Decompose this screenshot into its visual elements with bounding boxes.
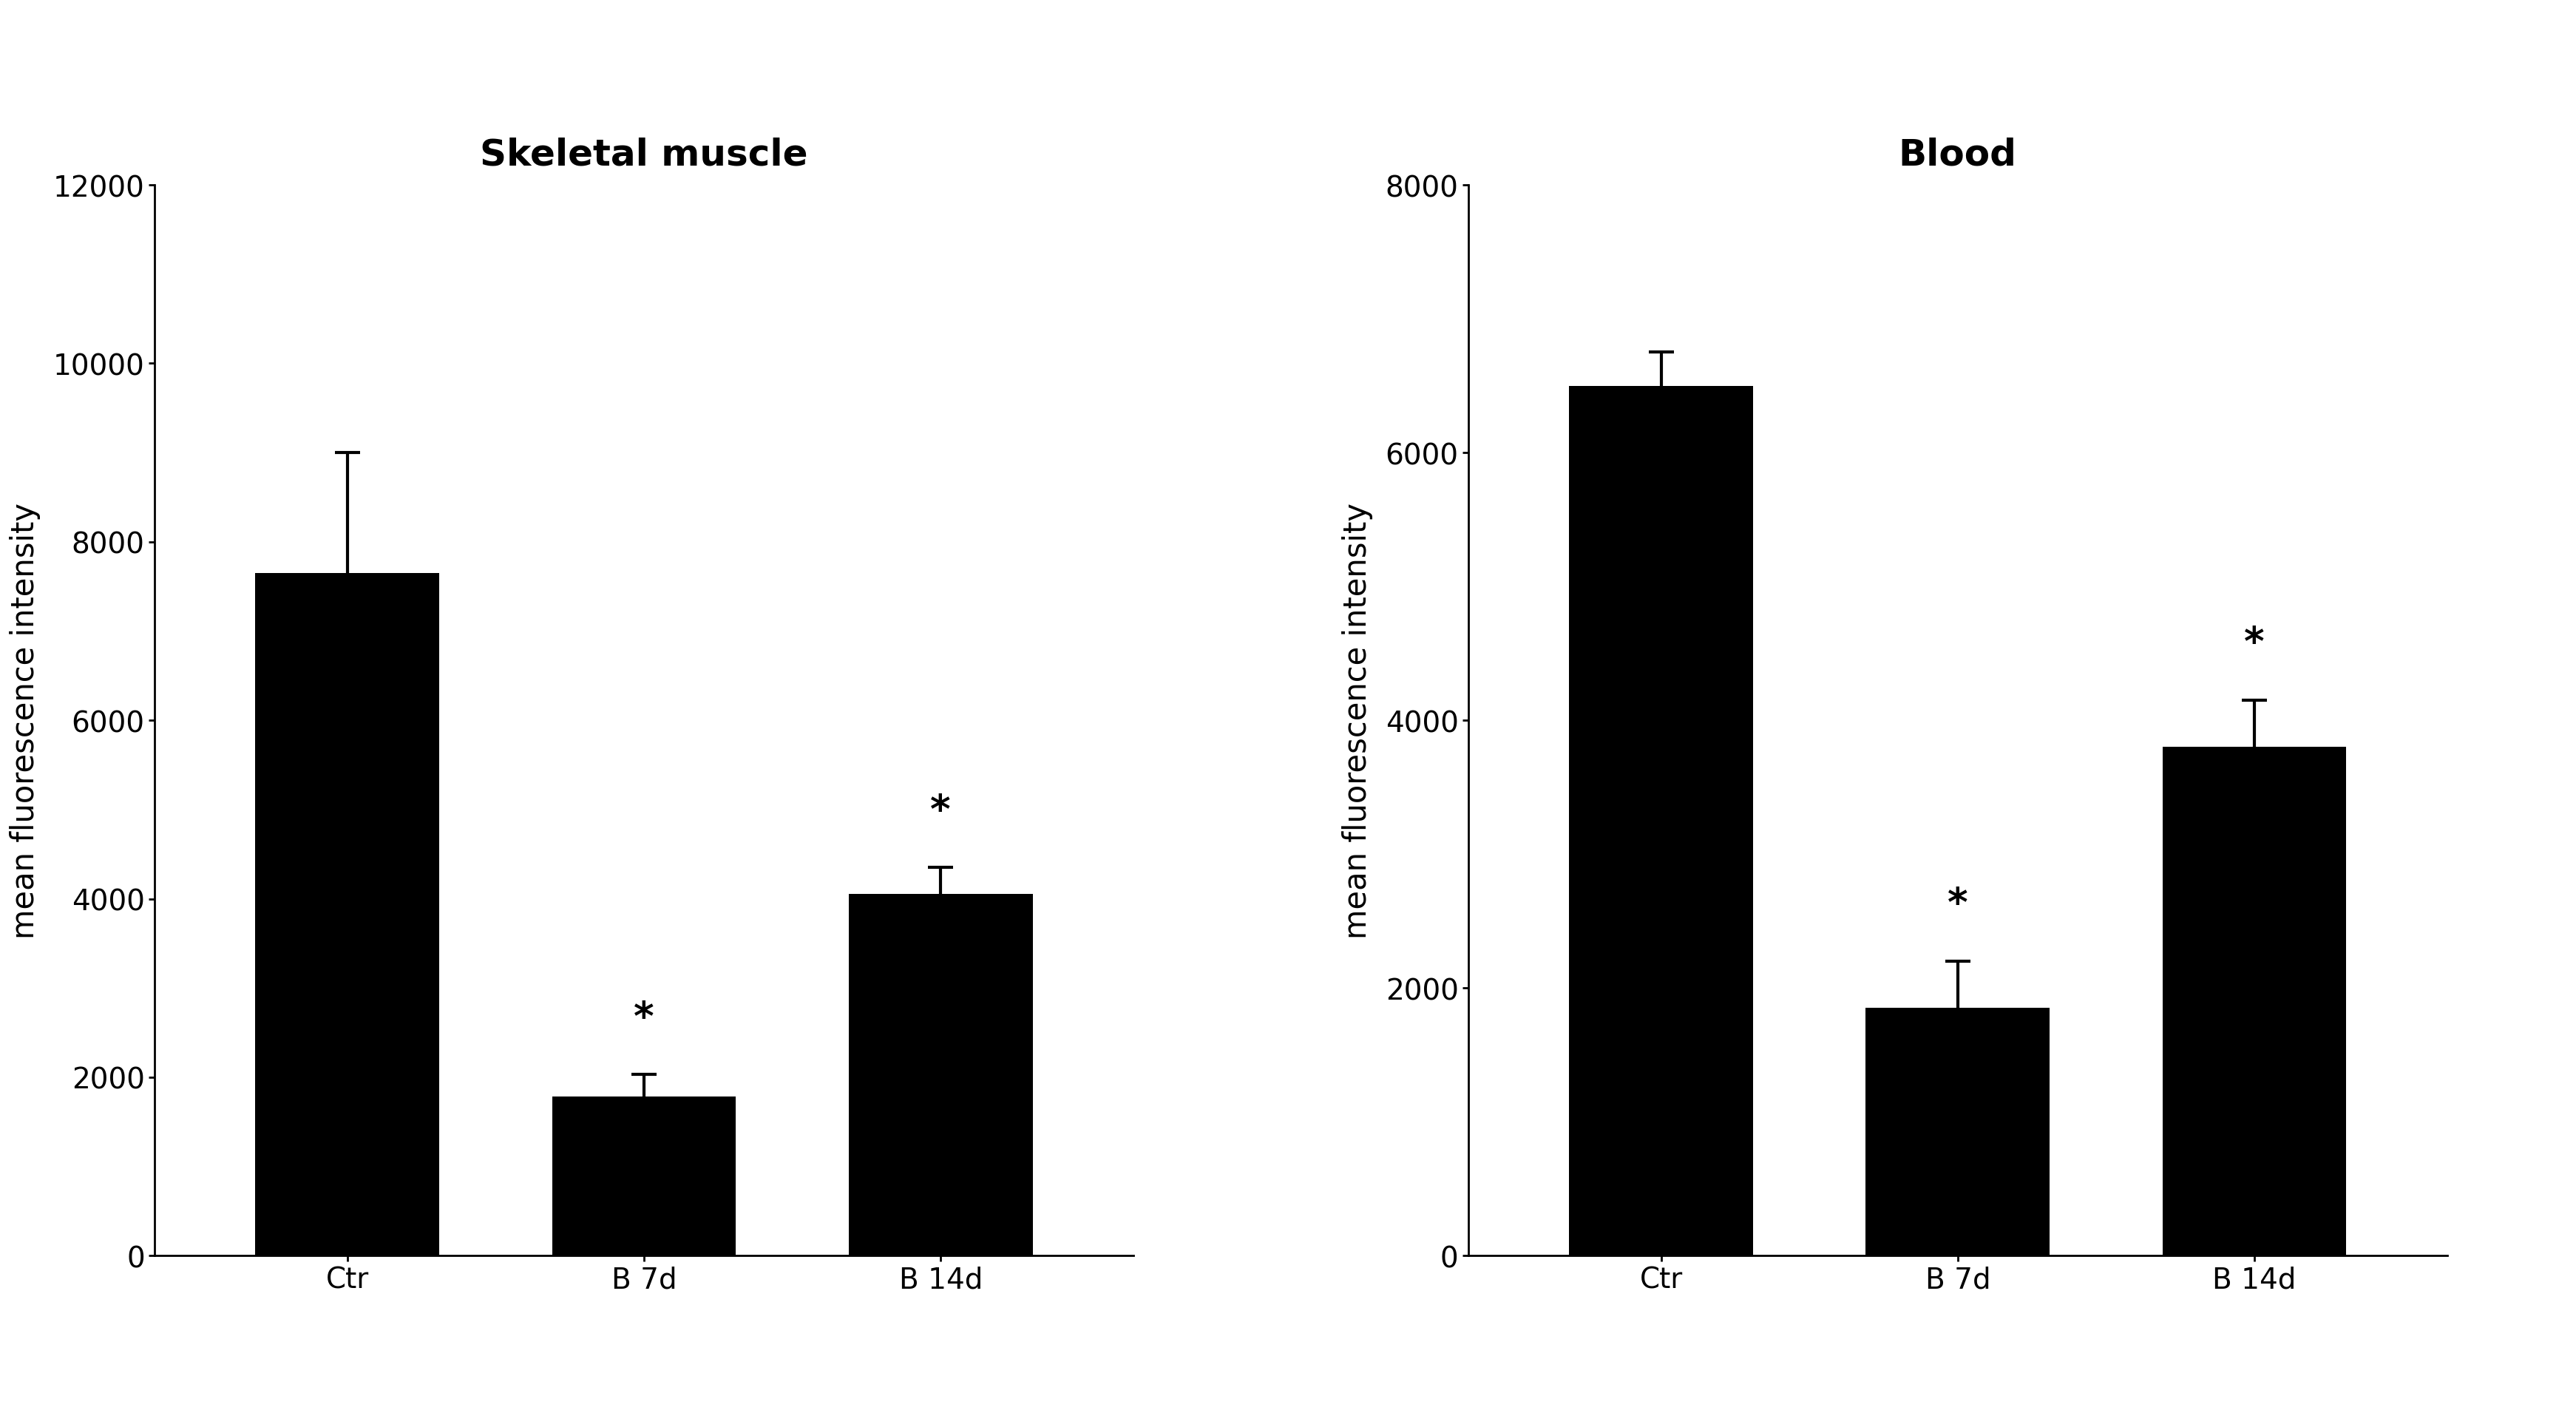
Bar: [255, 574, 440, 1256]
Bar: [1569, 387, 1754, 1256]
Text: *: *: [930, 792, 951, 831]
Text: *: *: [2244, 625, 2264, 664]
Title: Blood: Blood: [1899, 137, 2017, 173]
Bar: [2161, 748, 2347, 1256]
Bar: [1865, 1009, 2050, 1256]
Bar: [848, 895, 1033, 1256]
Text: *: *: [634, 999, 654, 1037]
Text: *: *: [1947, 886, 1968, 925]
Y-axis label: mean fluorescence intensity: mean fluorescence intensity: [10, 502, 41, 939]
Bar: [551, 1097, 737, 1256]
Title: Skeletal muscle: Skeletal muscle: [479, 137, 809, 173]
Y-axis label: mean fluorescence intensity: mean fluorescence intensity: [1342, 502, 1373, 939]
